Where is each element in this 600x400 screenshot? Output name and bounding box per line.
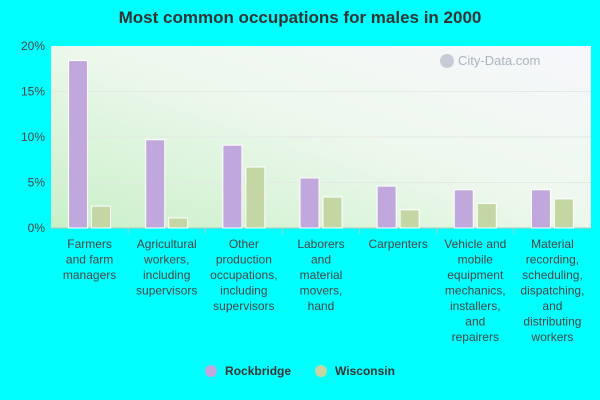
x-tick-label: Carpenters bbox=[368, 237, 427, 251]
bar-wisconsin-6 bbox=[553, 198, 574, 229]
search-icon bbox=[440, 53, 454, 68]
bar-wisconsin-5 bbox=[476, 202, 497, 229]
y-tick-label: 0% bbox=[28, 221, 46, 235]
bar-rockbridge-3 bbox=[299, 177, 320, 229]
bar-wisconsin-3 bbox=[322, 196, 343, 229]
y-tick-label: 5% bbox=[28, 176, 46, 190]
bar-rockbridge-4 bbox=[376, 185, 397, 229]
legend-swatch-rockbridge bbox=[205, 365, 218, 377]
legend-swatch-wisconsin bbox=[315, 365, 328, 377]
bar-rockbridge-6 bbox=[530, 189, 551, 229]
bar-rockbridge-0 bbox=[68, 60, 89, 229]
legend-label-wisconsin: Wisconsin bbox=[335, 364, 395, 378]
y-tick-label: 15% bbox=[21, 85, 45, 99]
y-tick-label: 10% bbox=[21, 130, 45, 144]
x-tick-label: Other production occupations, including supe… bbox=[210, 237, 277, 313]
legend-item-wisconsin: Wisconsin bbox=[315, 364, 395, 378]
bar-rockbridge-2 bbox=[222, 144, 243, 229]
legend: Rockbridge Wisconsin bbox=[0, 364, 600, 378]
legend-label-rockbridge: Rockbridge bbox=[225, 364, 292, 378]
x-tick-label: Laborers and material movers, hand bbox=[297, 237, 344, 313]
bar-wisconsin-2 bbox=[245, 166, 266, 229]
watermark: City-Data.com bbox=[440, 53, 540, 68]
legend-item-rockbridge: Rockbridge bbox=[205, 364, 291, 378]
bar-wisconsin-0 bbox=[91, 205, 112, 229]
bar-rockbridge-1 bbox=[145, 139, 166, 229]
chart-title: Most common occupations for males in 200… bbox=[118, 8, 482, 27]
x-tick-label: Vehicle and mobile equipment mechanics, inst… bbox=[444, 237, 506, 344]
x-tick-label: Farmers and farm managers bbox=[63, 237, 116, 282]
bar-wisconsin-4 bbox=[399, 209, 420, 229]
x-tick-label: Agricultural workers, including supervisors bbox=[136, 237, 197, 298]
x-tick-label: Material recording, scheduling, dispatching… bbox=[520, 237, 584, 344]
y-tick-label: 20% bbox=[21, 39, 45, 53]
bar-rockbridge-5 bbox=[453, 189, 474, 229]
bar-wisconsin-1 bbox=[168, 217, 189, 229]
watermark-text: City-Data.com bbox=[458, 53, 541, 68]
